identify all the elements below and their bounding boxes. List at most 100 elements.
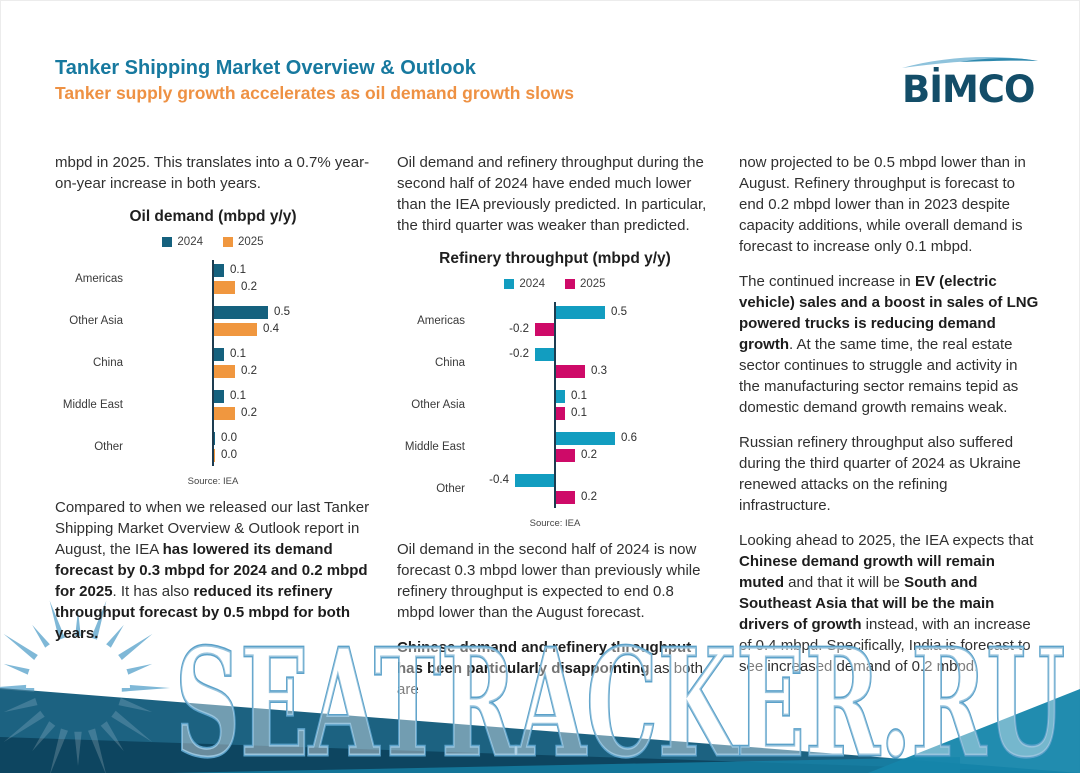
category-bars: -0.2 0.3 [475,345,713,381]
chart-row-China: China 0.1 0.2 [55,342,371,384]
bar-value: 0.1 [230,264,246,276]
chart-legend: 2024 2025 [397,278,713,290]
logo-wordmark: BİMCO [902,67,1034,111]
bar-2025 [555,491,575,504]
chart-plot-area: Americas 0.5 -0.2 China -0.2 0.3 Other Asia 0.1… [397,300,713,510]
bar-value: 0.2 [581,449,597,461]
bar-value: 0.6 [621,432,637,444]
bar-2025 [213,281,235,294]
col2-intro: Oil demand and refinery throughput durin… [397,152,713,236]
column-2: Oil demand and refinery throughput durin… [397,152,713,714]
col1-body: Compared to when we released our last Ta… [55,497,371,644]
chart-row-Americas: Americas 0.5 -0.2 [397,300,713,342]
chart-row-Other Asia: Other Asia 0.5 0.4 [55,300,371,342]
bar-2025 [535,323,555,336]
category-bars: 0.1 0.2 [133,345,371,381]
legend-swatch-2025 [223,237,233,247]
zero-axis [554,302,556,508]
bar-value: 0.1 [571,407,587,419]
chart-legend: 2024 2025 [55,236,371,248]
category-label: Americas [417,315,465,327]
bar-2024 [213,390,224,403]
legend-item: 2024 [504,278,545,290]
bar-value: -0.2 [509,348,529,360]
bar-value: 0.2 [241,407,257,419]
paragraph: Compared to when we released our last Ta… [55,499,370,642]
bar-2025 [213,449,215,462]
bar-2024 [213,306,268,319]
chart-plot-area: Americas 0.1 0.2 Other Asia 0.5 0.4 China 0.1 0.… [55,258,371,468]
bar-2024 [213,348,224,361]
chart-title: Refinery throughput (mbpd y/y) [439,250,671,267]
bar-2024 [555,432,615,445]
logo-swoosh2-icon [960,58,1038,62]
bar-2024 [213,264,224,277]
chart-row-China: China -0.2 0.3 [397,342,713,384]
category-bars: 0.6 0.2 [475,429,713,465]
bar-value: -0.4 [489,474,509,486]
bar-2025 [213,407,235,420]
bar-2025 [213,323,257,336]
bar-value: 0.1 [571,390,587,402]
col3-body: now projected to be 0.5 mbpd lower than … [739,152,1039,677]
bar-2024 [555,306,605,319]
category-bars: 0.5 -0.2 [475,303,713,339]
bar-value: 0.2 [581,491,597,503]
page-subtitle: Tanker supply growth accelerates as oil … [55,83,574,103]
page-header: Tanker Shipping Market Overview & Outloo… [55,57,574,104]
legend-item: 2024 [162,236,203,248]
bar-value: 0.2 [241,365,257,377]
category-label: Other [94,441,123,453]
bar-2024 [515,474,555,487]
legend-label: 2025 [580,278,606,290]
bar-2024 [213,432,215,445]
content-columns: mbpd in 2025. This translates into a 0.7… [55,152,1040,714]
legend-swatch-2024 [162,237,173,247]
paragraph: Looking ahead to 2025, the IEA expects t… [739,532,1034,675]
category-bars: 0.5 0.4 [133,303,371,339]
bar-2024 [535,348,555,361]
paragraph: Chinese demand and refinery throughput h… [397,639,703,698]
category-label: Americas [75,273,123,285]
category-label: China [434,357,465,369]
navy-wave-shape [0,737,1080,773]
paragraph: Oil demand in the second half of 2024 is… [397,541,701,621]
category-bars: 0.0 0.0 [133,429,371,465]
legend-label: 2024 [519,278,545,290]
chart-title: Oil demand (mbpd y/y) [129,208,297,225]
chart-source: Source: IEA [187,476,239,487]
legend-label: 2024 [177,236,203,248]
category-bars: -0.4 0.2 [475,471,713,507]
paragraph: Russian refinery throughput also suffere… [739,434,1021,514]
category-label: Other Asia [69,315,123,327]
col2-body: Oil demand in the second half of 2024 is… [397,539,713,700]
category-label: Middle East [404,441,465,453]
legend-swatch-2024 [504,279,515,289]
chart-row-Other: Other 0.0 0.0 [55,426,371,468]
bar-value: 0.1 [230,348,246,360]
teal-strip-shape [170,757,960,773]
category-label: Middle East [62,399,123,411]
oil-demand-chart: Oil demand (mbpd y/y) 2024 2025 Americas 0… [55,208,371,487]
legend-label: 2025 [238,236,264,248]
bar-value: 0.3 [591,365,607,377]
paragraph: mbpd in 2025. This translates into a 0.7… [55,154,370,192]
page-title: Tanker Shipping Market Overview & Outloo… [55,57,476,79]
chart-row-Middle East: Middle East 0.1 0.2 [55,384,371,426]
category-label: Other Asia [411,399,465,411]
paragraph: Oil demand and refinery throughput durin… [397,154,707,234]
category-label: Other [436,483,465,495]
chart-row-Other: Other -0.4 0.2 [397,468,713,510]
bimco-logo: BİMCO [902,56,1038,111]
bar-2025 [555,365,585,378]
category-bars: 0.1 0.2 [133,387,371,423]
bar-value: 0.2 [241,281,257,293]
category-bars: 0.1 0.1 [475,387,713,423]
legend-swatch-2025 [565,279,575,289]
bar-2025 [555,449,575,462]
paragraph: now projected to be 0.5 mbpd lower than … [739,154,1026,255]
paragraph: The continued increase in EV (electric v… [739,273,1039,416]
column-3: now projected to be 0.5 mbpd lower than … [739,152,1039,714]
bar-2025 [213,365,235,378]
